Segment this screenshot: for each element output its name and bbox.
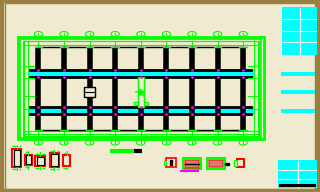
Bar — [50, 153, 59, 167]
Bar — [25, 155, 32, 165]
Bar — [51, 154, 58, 166]
Bar — [23, 41, 259, 136]
Bar — [281, 90, 315, 94]
Bar — [114, 47, 142, 70]
Bar — [18, 37, 264, 139]
Bar — [12, 149, 21, 167]
Bar — [185, 160, 199, 168]
Bar — [26, 155, 31, 165]
Bar — [37, 114, 65, 130]
Bar — [89, 47, 116, 70]
Bar — [37, 157, 44, 165]
Bar — [281, 72, 315, 76]
Bar — [164, 161, 166, 165]
Bar — [114, 114, 142, 130]
Bar — [279, 161, 316, 187]
Bar — [63, 155, 70, 166]
Bar — [84, 87, 95, 97]
Bar — [191, 114, 219, 130]
Bar — [166, 158, 176, 167]
Bar — [237, 159, 244, 167]
Bar — [63, 114, 91, 130]
Bar — [63, 47, 91, 70]
Bar — [20, 39, 261, 138]
Bar — [37, 47, 65, 70]
Bar — [209, 160, 223, 167]
Bar — [140, 114, 167, 130]
Bar — [217, 47, 244, 70]
Bar — [165, 114, 193, 130]
Bar — [183, 158, 201, 169]
Bar — [13, 150, 20, 166]
Bar — [138, 77, 144, 107]
Bar — [35, 156, 45, 166]
Bar — [207, 158, 225, 169]
Bar — [140, 47, 167, 70]
Bar — [191, 47, 219, 70]
Bar — [234, 160, 237, 166]
Bar — [165, 47, 193, 70]
Bar — [279, 184, 316, 187]
Bar — [134, 102, 148, 105]
Bar — [89, 114, 116, 130]
Bar — [281, 109, 315, 113]
Bar — [283, 8, 316, 54]
Bar — [217, 114, 244, 130]
